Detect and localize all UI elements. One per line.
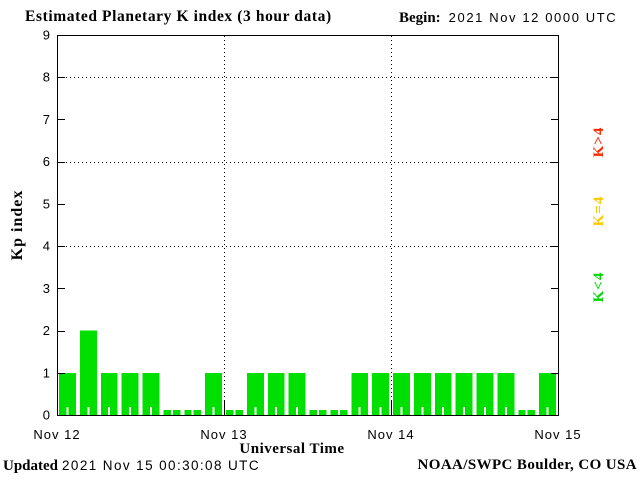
kp-bar-0 [59, 372, 76, 415]
xtick-label-nov-15: Nov 15 [534, 427, 581, 442]
x-axis-title: Universal Time [239, 441, 344, 457]
hour-tick-16 [400, 407, 403, 415]
hour-tick-7 [212, 407, 215, 415]
hour-tick-9 [254, 407, 257, 415]
hour-tick-21 [504, 407, 507, 415]
kp-bar-3 [121, 372, 139, 415]
kp-bar-17 [413, 372, 431, 415]
hour-tick-3 [129, 407, 132, 415]
begin-label: Begin: [399, 10, 441, 26]
xtick-label-nov-13: Nov 13 [200, 427, 247, 442]
kp-bar-9 [246, 372, 264, 415]
begin-value: 2021 Nov 12 0000 UTC [448, 10, 618, 25]
y-axis-title: Kp index [9, 190, 26, 261]
legend-Kgt4: K>4 [591, 127, 607, 158]
gridlines [58, 36, 558, 415]
updated-value: 2021 Nov 15 00:30:08 UTC [62, 458, 260, 473]
legend: K>4 K=4 K<4 [591, 127, 607, 303]
hour-tick-18 [442, 407, 445, 415]
axis-ticks [58, 77, 558, 374]
hour-tick-8 [233, 407, 236, 415]
ytick-label-1: 1 [43, 365, 50, 380]
hour-tick-14 [358, 407, 361, 415]
kp-bar-4 [142, 372, 160, 415]
hour-tick-23 [546, 407, 549, 415]
kp-bar-18 [434, 372, 452, 415]
xtick-label-nov-12: Nov 12 [33, 427, 80, 442]
kp-bar-14 [351, 372, 369, 415]
kp-bar-10 [267, 372, 285, 415]
ytick-label-3: 3 [43, 281, 50, 296]
hour-tick-20 [483, 407, 486, 415]
hour-tick-1 [87, 407, 90, 415]
xtick-label-nov-14: Nov 14 [367, 427, 414, 442]
ytick-label-2: 2 [43, 323, 50, 338]
kp-bar-19 [455, 372, 473, 415]
ytick-label-9: 9 [43, 28, 50, 43]
chart-header: Estimated Planetary K index (3 hour data… [25, 8, 332, 26]
hour-tick-11 [296, 407, 299, 415]
bars-group [59, 330, 557, 415]
ytick-label-8: 8 [43, 70, 50, 85]
hour-tick-5 [170, 407, 173, 415]
begin-info: Begin: 2021 Nov 12 0000 UTC [399, 9, 617, 27]
hour-tick-17 [421, 407, 424, 415]
x-tick-labels: Nov 12 Nov 13 Nov 14 Nov 15 [33, 427, 581, 442]
updated-info: Updated 2021 Nov 15 00:30:08 UTC [3, 457, 260, 475]
ytick-label-5: 5 [43, 196, 50, 211]
kp-bar-1 [79, 330, 97, 415]
y-tick-labels: 0 1 2 3 4 5 6 7 8 9 [43, 28, 50, 423]
kp-bar-15 [372, 372, 390, 415]
hour-tick-13 [337, 407, 340, 415]
plot-frame [57, 35, 559, 416]
hour-tick-10 [275, 407, 278, 415]
kp-bar-2 [100, 372, 118, 415]
kp-bar-21 [497, 372, 515, 415]
hour-tick-4 [149, 407, 152, 415]
hour-tick-6 [191, 407, 194, 415]
kp-bar-7 [205, 372, 223, 415]
hour-tick-12 [316, 407, 319, 415]
hour-tick-15 [379, 407, 382, 415]
kp-bar-11 [288, 372, 306, 415]
ytick-label-6: 6 [43, 154, 50, 169]
ytick-label-0: 0 [43, 408, 50, 423]
updated-label: Updated [3, 458, 59, 474]
ytick-label-7: 7 [43, 112, 50, 127]
ytick-label-4: 4 [43, 239, 50, 254]
legend-Keq4: K=4 [591, 196, 607, 227]
kp-bar-20 [476, 372, 494, 415]
legend-Klt4: K<4 [591, 272, 607, 303]
chart-title: Estimated Planetary K index (3 hour data… [25, 8, 332, 25]
hour-tick-22 [525, 407, 528, 415]
hour-tick-2 [108, 407, 111, 415]
source-credit: NOAA/SWPC Boulder, CO USA [417, 457, 637, 473]
hour-tick-0 [66, 407, 69, 415]
hour-tick-19 [463, 407, 466, 415]
kp-bar-16 [393, 372, 410, 415]
kp-bar-23 [539, 372, 557, 415]
